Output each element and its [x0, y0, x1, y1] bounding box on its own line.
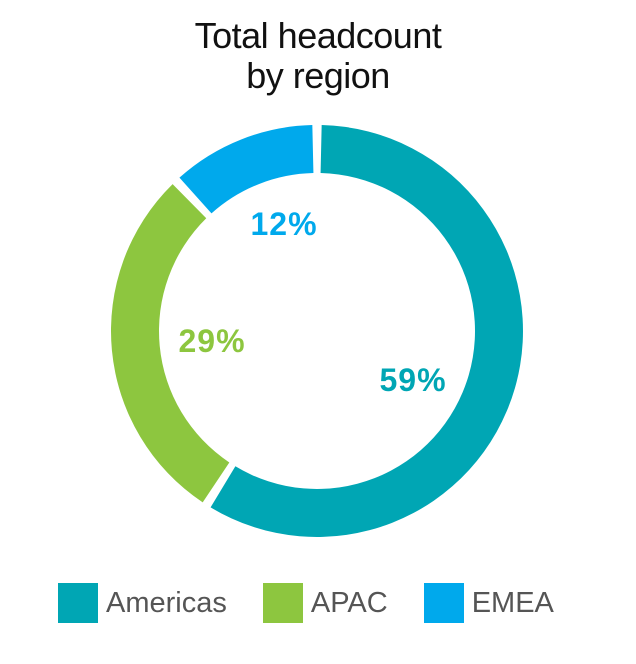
legend-swatch-apac — [262, 583, 303, 623]
chart-title-line-2: by region — [246, 55, 390, 96]
slice-apac — [110, 184, 230, 503]
chart-title-line-1: Total headcount — [194, 15, 442, 56]
legend-swatch-emea — [423, 583, 464, 623]
legend-item-apac: APAC — [262, 583, 388, 623]
legend-label-apac: APAC — [310, 586, 388, 619]
value-label-apac: 29% — [178, 323, 245, 359]
legend-swatch-americas — [58, 583, 98, 623]
legend-item-emea: EMEA — [423, 583, 554, 623]
value-label-emea: 12% — [250, 206, 317, 242]
value-label-americas: 59% — [379, 362, 446, 398]
slice-emea — [179, 125, 314, 214]
chart-title: Total headcount by region — [0, 16, 636, 96]
legend: Americas APAC EMEA — [58, 581, 590, 625]
legend-label-emea: EMEA — [471, 586, 554, 619]
legend-item-americas: Americas — [58, 583, 227, 623]
legend-label-americas: Americas — [106, 586, 227, 619]
slice-americas — [210, 125, 523, 537]
